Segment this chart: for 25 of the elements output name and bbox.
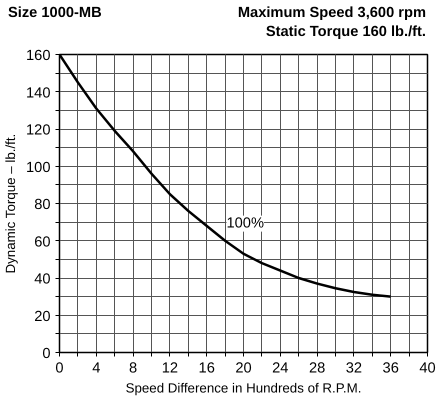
chart-title: Size 1000-MB bbox=[8, 4, 102, 23]
y-tick-label: 0 bbox=[42, 346, 51, 362]
annotation: 100% bbox=[226, 216, 264, 232]
y-tick-label: 80 bbox=[34, 197, 51, 213]
y-tick-label: 20 bbox=[34, 308, 51, 325]
x-tick-label: 16 bbox=[198, 360, 215, 376]
x-tick-label: 4 bbox=[92, 360, 100, 376]
x-tick-label: 36 bbox=[382, 360, 399, 376]
x-tick-label: 8 bbox=[129, 360, 138, 376]
y-tick-label: 60 bbox=[34, 234, 51, 250]
chart-subtitle: Maximum Speed 3,600 rpm Static Torque 160 lb./ft. bbox=[238, 4, 426, 42]
x-tick-label: 28 bbox=[308, 360, 326, 376]
x-tick-label: 32 bbox=[346, 360, 362, 376]
x-axis-title: Speed Difference in Hundreds of R.P.M. bbox=[126, 380, 362, 396]
x-tick-label: 0 bbox=[55, 360, 64, 376]
x-tick-label: 12 bbox=[162, 360, 178, 376]
x-tick-label: 40 bbox=[419, 360, 436, 376]
y-tick-label: 40 bbox=[34, 272, 51, 288]
y-tick-label: 120 bbox=[26, 122, 51, 138]
y-tick-label: 100 bbox=[26, 160, 51, 176]
x-tick-label: 24 bbox=[272, 360, 288, 376]
y-tick-label: 160 bbox=[26, 48, 51, 64]
x-tick-label: 20 bbox=[235, 360, 252, 376]
y-tick-label: 140 bbox=[26, 85, 51, 102]
y-axis-title: Dynamic Torque – lb./ft. bbox=[3, 134, 18, 274]
